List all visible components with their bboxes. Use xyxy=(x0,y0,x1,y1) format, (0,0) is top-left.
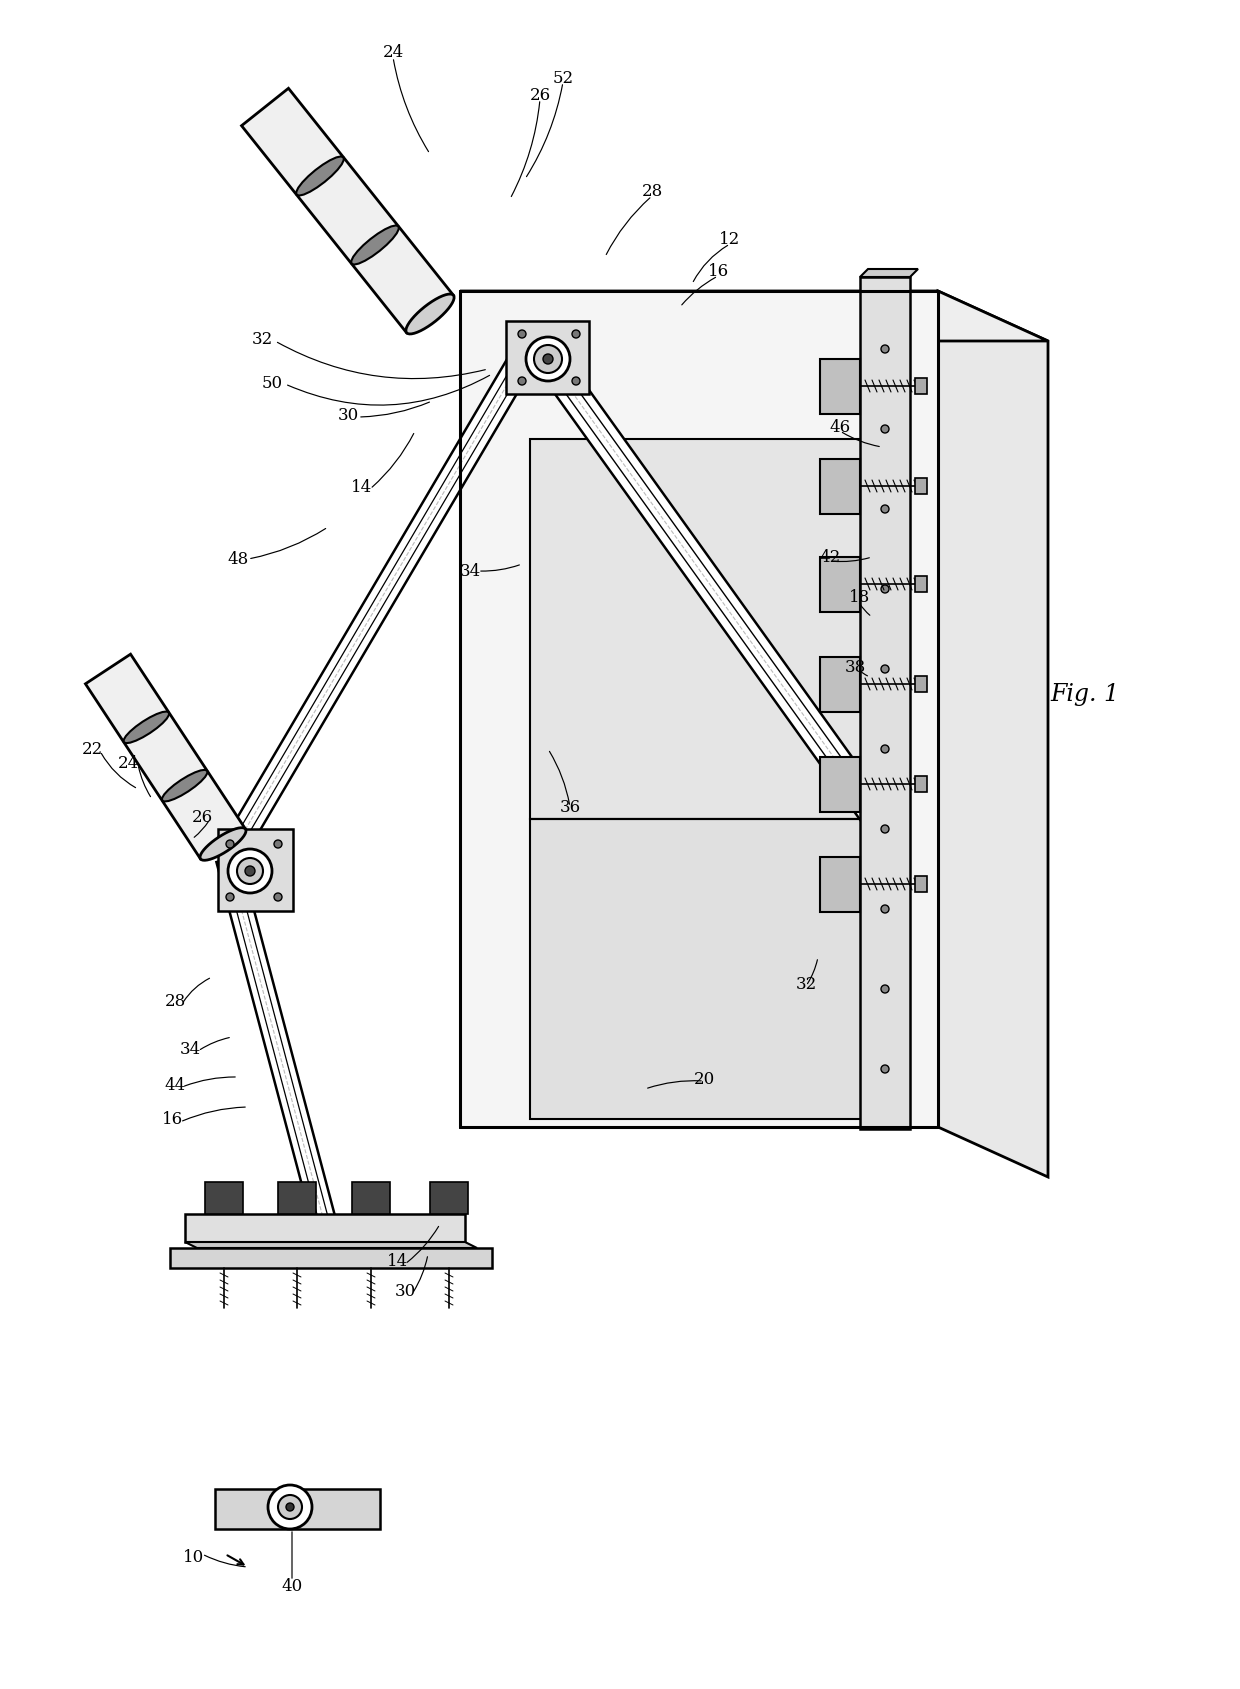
Polygon shape xyxy=(296,157,343,196)
Circle shape xyxy=(880,426,889,434)
Circle shape xyxy=(278,1495,303,1518)
Polygon shape xyxy=(820,858,861,912)
Circle shape xyxy=(518,331,526,339)
Text: 24: 24 xyxy=(118,753,139,772)
Text: 24: 24 xyxy=(382,44,404,61)
Circle shape xyxy=(880,826,889,833)
Text: 10: 10 xyxy=(184,1549,205,1566)
Bar xyxy=(915,777,928,792)
Polygon shape xyxy=(937,292,1048,1177)
Polygon shape xyxy=(185,1214,465,1243)
Bar xyxy=(915,877,928,892)
Polygon shape xyxy=(820,557,861,613)
Circle shape xyxy=(534,346,562,373)
Polygon shape xyxy=(185,1243,477,1248)
Text: 14: 14 xyxy=(387,1253,409,1270)
Polygon shape xyxy=(529,819,875,1120)
Polygon shape xyxy=(506,323,589,395)
Text: 38: 38 xyxy=(844,659,866,676)
Polygon shape xyxy=(460,292,1048,341)
Circle shape xyxy=(526,338,570,382)
Polygon shape xyxy=(522,331,890,828)
Polygon shape xyxy=(820,360,861,415)
Circle shape xyxy=(543,355,553,365)
Text: 26: 26 xyxy=(529,86,551,103)
Circle shape xyxy=(880,1066,889,1074)
Text: 14: 14 xyxy=(351,480,373,497)
Polygon shape xyxy=(86,655,246,860)
Circle shape xyxy=(246,866,255,877)
Polygon shape xyxy=(430,1182,467,1214)
Text: 30: 30 xyxy=(337,407,358,424)
Polygon shape xyxy=(242,90,454,333)
Circle shape xyxy=(228,850,272,893)
Text: 32: 32 xyxy=(252,331,273,348)
Polygon shape xyxy=(351,226,399,265)
Polygon shape xyxy=(217,333,546,866)
Polygon shape xyxy=(820,459,861,515)
Polygon shape xyxy=(217,856,341,1248)
Circle shape xyxy=(226,841,234,848)
Text: 22: 22 xyxy=(82,741,103,758)
Polygon shape xyxy=(170,1248,492,1268)
Polygon shape xyxy=(218,829,293,912)
Circle shape xyxy=(518,378,526,385)
Circle shape xyxy=(880,985,889,993)
Polygon shape xyxy=(861,270,918,277)
Polygon shape xyxy=(124,713,169,743)
Text: 50: 50 xyxy=(262,375,283,392)
Polygon shape xyxy=(861,277,910,1130)
Circle shape xyxy=(880,346,889,353)
Circle shape xyxy=(880,745,889,753)
Circle shape xyxy=(237,858,263,885)
Text: 52: 52 xyxy=(553,69,574,86)
Polygon shape xyxy=(820,657,861,713)
Text: 34: 34 xyxy=(180,1040,201,1057)
Text: 26: 26 xyxy=(191,809,212,826)
Polygon shape xyxy=(278,1182,316,1214)
Bar xyxy=(915,478,928,495)
Text: 48: 48 xyxy=(227,551,249,568)
Circle shape xyxy=(880,505,889,513)
Text: 20: 20 xyxy=(693,1071,714,1088)
Circle shape xyxy=(572,331,580,339)
Circle shape xyxy=(286,1503,294,1512)
Polygon shape xyxy=(215,1490,379,1529)
Circle shape xyxy=(572,378,580,385)
Polygon shape xyxy=(162,770,207,802)
Circle shape xyxy=(274,893,281,902)
Circle shape xyxy=(268,1485,312,1529)
Text: 16: 16 xyxy=(161,1111,182,1128)
Circle shape xyxy=(880,905,889,914)
Text: 42: 42 xyxy=(820,549,841,566)
Text: 46: 46 xyxy=(830,419,851,436)
Bar xyxy=(915,677,928,692)
Polygon shape xyxy=(405,296,454,334)
Text: 36: 36 xyxy=(559,799,580,816)
Circle shape xyxy=(880,665,889,674)
Polygon shape xyxy=(200,828,246,861)
Polygon shape xyxy=(205,1182,243,1214)
Text: 18: 18 xyxy=(849,589,870,606)
Circle shape xyxy=(880,586,889,593)
Text: 28: 28 xyxy=(641,184,662,201)
Text: 16: 16 xyxy=(708,263,729,280)
Text: 28: 28 xyxy=(165,993,186,1010)
Text: 12: 12 xyxy=(719,231,740,248)
Circle shape xyxy=(274,841,281,848)
Polygon shape xyxy=(529,439,875,819)
Text: 32: 32 xyxy=(795,976,817,993)
Text: 44: 44 xyxy=(165,1076,186,1093)
Bar xyxy=(915,576,928,593)
Bar xyxy=(915,378,928,395)
Polygon shape xyxy=(352,1182,391,1214)
Circle shape xyxy=(226,893,234,902)
Text: Fig. 1: Fig. 1 xyxy=(1050,682,1120,706)
Text: 40: 40 xyxy=(281,1578,303,1594)
Polygon shape xyxy=(460,292,937,1127)
Polygon shape xyxy=(820,758,861,812)
Text: 34: 34 xyxy=(459,562,481,579)
Text: 30: 30 xyxy=(394,1282,415,1301)
